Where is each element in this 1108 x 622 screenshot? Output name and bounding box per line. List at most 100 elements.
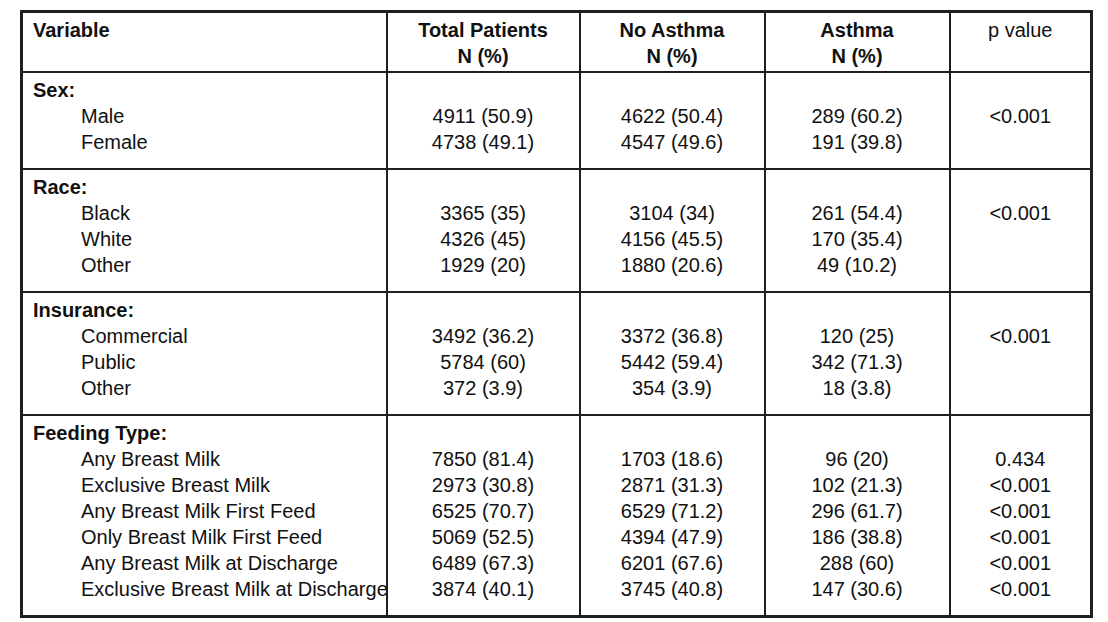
cell-p-value [950,226,1092,252]
header-total-patients: Total Patients N (%) [387,12,580,73]
cell-no-asthma: 4547 (49.6) [580,129,765,169]
header-total-patients-label: Total Patients [388,17,579,43]
header-no-asthma-sub: N (%) [581,43,764,69]
section-label: Feeding Type: [22,415,387,446]
cell-total-patients: 3365 (35) [387,200,580,226]
header-p-value: p value [950,12,1092,73]
cell-no-asthma [580,72,765,103]
header-asthma: Asthma N (%) [765,12,950,73]
cell-no-asthma [580,292,765,323]
cell-total-patients: 5784 (60) [387,349,580,375]
table-row: Exclusive Breast Milk at Discharge3874 (… [22,576,1092,617]
cell-variable: Male [22,103,387,129]
cell-total-patients [387,415,580,446]
cell-no-asthma: 6201 (67.6) [580,550,765,576]
cell-no-asthma: 3745 (40.8) [580,576,765,617]
cell-no-asthma: 1703 (18.6) [580,446,765,472]
table-row: Public5784 (60)5442 (59.4)342 (71.3) [22,349,1092,375]
section-label-row: Race: [22,169,1092,200]
cell-asthma [765,415,950,446]
cell-asthma: 288 (60) [765,550,950,576]
cell-total-patients: 1929 (20) [387,252,580,292]
cell-asthma [765,292,950,323]
cell-no-asthma: 1880 (20.6) [580,252,765,292]
cell-total-patients [387,72,580,103]
cell-asthma: 342 (71.3) [765,349,950,375]
cell-p-value [950,415,1092,446]
table-row: Commercial3492 (36.2)3372 (36.8)120 (25)… [22,323,1092,349]
cell-total-patients: 6489 (67.3) [387,550,580,576]
cell-variable: Any Breast Milk [22,446,387,472]
cell-asthma: 120 (25) [765,323,950,349]
section-label-row: Insurance: [22,292,1092,323]
statistics-table-container: Variable Total Patients N (%) No Asthma … [20,10,1093,618]
cell-p-value: <0.001 [950,103,1092,129]
section-label: Insurance: [22,292,387,323]
cell-asthma: 49 (10.2) [765,252,950,292]
cell-p-value: <0.001 [950,472,1092,498]
cell-asthma [765,72,950,103]
cell-asthma: 147 (30.6) [765,576,950,617]
header-row: Variable Total Patients N (%) No Asthma … [22,12,1092,73]
cell-total-patients: 3492 (36.2) [387,323,580,349]
header-asthma-label: Asthma [766,17,949,43]
cell-variable: Only Breast Milk First Feed [22,524,387,550]
header-no-asthma-label: No Asthma [581,17,764,43]
cell-p-value: <0.001 [950,550,1092,576]
header-no-asthma: No Asthma N (%) [580,12,765,73]
table-section: Race:Black3365 (35)3104 (34)261 (54.4)<0… [22,169,1092,292]
cell-total-patients [387,169,580,200]
cell-p-value [950,169,1092,200]
cell-p-value: <0.001 [950,200,1092,226]
cell-variable: Female [22,129,387,169]
header-variable-label: Variable [33,17,386,43]
cell-p-value: 0.434 [950,446,1092,472]
cell-variable: Black [22,200,387,226]
cell-no-asthma [580,169,765,200]
header-p-value-label: p value [951,17,1091,43]
cell-p-value [950,252,1092,292]
patient-statistics-table: Variable Total Patients N (%) No Asthma … [20,10,1093,618]
cell-total-patients: 6525 (70.7) [387,498,580,524]
cell-no-asthma: 4156 (45.5) [580,226,765,252]
cell-asthma: 186 (38.8) [765,524,950,550]
cell-no-asthma: 4394 (47.9) [580,524,765,550]
cell-asthma: 18 (3.8) [765,375,950,415]
cell-no-asthma: 3372 (36.8) [580,323,765,349]
table-section: Insurance:Commercial3492 (36.2)3372 (36.… [22,292,1092,415]
table-row: Other1929 (20)1880 (20.6)49 (10.2) [22,252,1092,292]
table-row: Only Breast Milk First Feed5069 (52.5)43… [22,524,1092,550]
table-row: Female4738 (49.1)4547 (49.6)191 (39.8) [22,129,1092,169]
cell-no-asthma: 4622 (50.4) [580,103,765,129]
cell-p-value [950,129,1092,169]
cell-total-patients [387,292,580,323]
cell-no-asthma [580,415,765,446]
cell-p-value: <0.001 [950,524,1092,550]
cell-asthma [765,169,950,200]
table-row: Any Breast Milk First Feed6525 (70.7)652… [22,498,1092,524]
cell-variable: Exclusive Breast Milk at Discharge [22,576,387,617]
cell-variable: Any Breast Milk First Feed [22,498,387,524]
table-row: Male4911 (50.9)4622 (50.4)289 (60.2)<0.0… [22,103,1092,129]
cell-asthma: 191 (39.8) [765,129,950,169]
table-row: Any Breast Milk at Discharge6489 (67.3)6… [22,550,1092,576]
cell-no-asthma: 5442 (59.4) [580,349,765,375]
cell-total-patients: 2973 (30.8) [387,472,580,498]
cell-asthma: 261 (54.4) [765,200,950,226]
section-label: Sex: [22,72,387,103]
table-header: Variable Total Patients N (%) No Asthma … [22,12,1092,73]
cell-p-value: <0.001 [950,498,1092,524]
cell-no-asthma: 3104 (34) [580,200,765,226]
cell-p-value [950,292,1092,323]
cell-no-asthma: 354 (3.9) [580,375,765,415]
section-label-row: Sex: [22,72,1092,103]
cell-variable: White [22,226,387,252]
cell-asthma: 96 (20) [765,446,950,472]
cell-variable: Other [22,375,387,415]
cell-total-patients: 5069 (52.5) [387,524,580,550]
table-row: Exclusive Breast Milk2973 (30.8)2871 (31… [22,472,1092,498]
table-row: Black3365 (35)3104 (34)261 (54.4)<0.001 [22,200,1092,226]
table-row: White4326 (45)4156 (45.5)170 (35.4) [22,226,1092,252]
cell-asthma: 102 (21.3) [765,472,950,498]
cell-variable: Other [22,252,387,292]
